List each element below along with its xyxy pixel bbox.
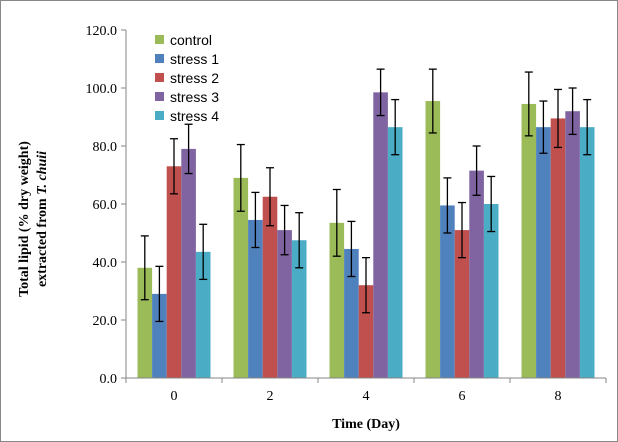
y-tick-label: 120.0 [86,24,118,39]
legend-label: stress 1 [170,51,219,67]
legend-swatch [155,54,164,63]
error-bar-stress-1-day-0 [155,265,164,323]
bar-stress-3-day-2 [277,230,292,378]
error-bar-control-day-4 [332,188,341,257]
bar-stress-2-day-8 [550,118,566,378]
y-axis-title-species: T. chuii [35,151,50,195]
bar-stress-1-day-6 [440,205,455,378]
bar-stress-3-day-0 [181,148,196,378]
legend-swatch [155,111,164,120]
error-bar-stress-1-day-8 [539,100,548,154]
error-bar-control-day-6 [428,68,437,134]
error-bar-stress-4-day-0 [199,223,208,281]
error-bar-control-day-8 [524,71,533,137]
legend-label: control [170,32,212,48]
legend-label: stress 3 [170,89,219,105]
bar-stress-1-day-8 [536,127,551,379]
error-bar-stress-2-day-4 [362,256,370,314]
x-tick-label: 6 [459,389,466,404]
legend-item-stress-4: stress 4 [155,108,219,124]
bar-stress-4-day-6 [483,204,499,378]
legend-item-stress-1: stress 1 [155,51,219,67]
bar-stress-3-day-4 [373,92,388,378]
error-bar-control-day-0 [140,235,149,301]
y-axis-title-line2: extracted from T. chuii [35,151,50,287]
legend: control stress 1 stress 2 stress 3 stress 4 [155,32,219,124]
bar-stress-2-day-0 [166,166,182,378]
bar-stress-4-day-4 [387,127,403,379]
error-bar-stress-2-day-8 [554,88,562,149]
bar-control-day-6 [425,101,441,379]
error-bar-stress-4-day-2 [295,212,304,269]
error-bar-stress-4-day-4 [391,98,400,156]
y-tick-label: 0.0 [100,372,118,387]
error-bar-stress-2-day-2 [266,167,274,227]
legend-item-stress-2: stress 2 [155,70,219,86]
error-bar-stress-1-day-6 [443,177,452,234]
y-tick-label: 20.0 [93,314,118,329]
legend-label: stress 2 [170,70,219,86]
error-bar-stress-1-day-2 [251,191,260,249]
bar-stress-4-day-8 [579,127,595,379]
error-bar-stress-3-day-4 [376,68,385,117]
bar-control-day-4 [329,222,345,378]
error-bar-control-day-2 [236,143,245,212]
error-bar-stress-2-day-6 [458,201,466,259]
legend-item-stress-3: stress 3 [155,89,219,105]
x-tick-label: 0 [171,389,178,404]
x-tick-label: 8 [555,389,562,404]
bar-control-day-0 [137,267,153,378]
error-bar-stress-4-day-8 [583,98,592,156]
y-axis-title: Total lipid (% dry weight) extracted fro… [17,141,50,297]
bar-control-day-2 [233,177,249,378]
error-bar-stress-4-day-6 [487,175,496,233]
bar-stress-1-day-0 [152,293,167,378]
x-tick-label: 2 [267,389,274,404]
bar-stress-2-day-6 [454,230,470,378]
error-bar-stress-3-day-6 [472,145,481,196]
y-axis-title-line1: Total lipid (% dry weight) [17,141,32,297]
error-bar-stress-3-day-0 [184,123,193,175]
axes: 0.0 20.0 40.0 60.0 80.0 100.0 120.0 0 2 4 6 8 [86,24,607,404]
legend-item-control: control [155,32,212,48]
y-axis-title-prefix: extracted from [35,195,50,287]
bar-stress-1-day-4 [344,248,359,378]
x-axis-title: Time (Day) [332,417,400,432]
legend-swatch [155,73,164,82]
legend-swatch [155,92,164,101]
x-tick-label: 4 [363,389,370,404]
error-bar-stress-3-day-2 [280,204,289,256]
error-bar-stress-3-day-8 [568,87,577,136]
legend-swatch [155,35,164,44]
bar-stress-2-day-2 [262,196,278,378]
y-tick-label: 60.0 [93,198,118,213]
legend-label: stress 4 [170,108,219,124]
error-bar-stress-2-day-0 [170,138,178,195]
bar-control-day-8 [521,103,537,378]
bar-stress-4-day-0 [195,251,211,378]
bar-stress-3-day-8 [565,111,580,378]
plot-area [137,68,595,379]
y-tick-label: 100.0 [86,82,118,97]
bar-stress-1-day-2 [248,219,263,378]
y-tick-label: 80.0 [93,140,118,155]
error-bar-stress-1-day-4 [347,220,356,278]
bar-stress-3-day-6 [469,170,484,378]
bar-stress-2-day-4 [358,285,374,378]
bar-stress-4-day-2 [291,240,307,378]
y-tick-label: 40.0 [93,256,118,271]
